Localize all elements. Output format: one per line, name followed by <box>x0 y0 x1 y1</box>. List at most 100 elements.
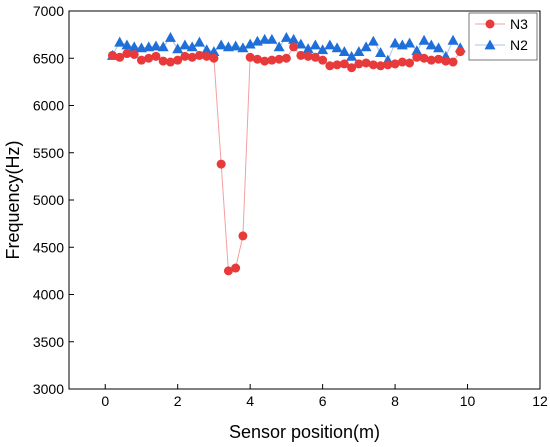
data-point <box>289 42 299 52</box>
data-point <box>418 34 430 45</box>
y-tick-label: 3000 <box>33 381 64 397</box>
x-tick-label: 6 <box>319 393 327 409</box>
data-point <box>405 58 415 68</box>
data-point <box>368 60 378 70</box>
data-point <box>180 51 190 61</box>
y-tick-label: 5000 <box>33 192 64 208</box>
data-point <box>215 39 227 50</box>
x-tick-label: 10 <box>460 393 476 409</box>
data-point <box>245 52 255 62</box>
data-point <box>411 45 423 56</box>
data-point <box>280 31 292 42</box>
data-point <box>310 52 320 62</box>
y-tick-label: 6000 <box>33 98 64 114</box>
data-point <box>230 40 242 51</box>
data-point <box>157 41 169 52</box>
legend-label: N3 <box>510 16 528 32</box>
x-tick-label: 12 <box>532 393 548 409</box>
data-point <box>376 61 386 71</box>
data-point <box>447 34 459 45</box>
data-point <box>281 53 291 63</box>
series-n3 <box>107 42 465 276</box>
data-point <box>353 46 365 57</box>
data-point <box>173 55 183 65</box>
data-point <box>455 47 465 57</box>
data-point <box>216 159 226 169</box>
data-point <box>433 42 445 53</box>
data-point <box>107 50 117 60</box>
y-tick-label: 4000 <box>33 287 64 303</box>
data-point <box>238 231 248 241</box>
legend-box <box>468 12 538 61</box>
plot-area <box>68 10 541 390</box>
y-axis-title: Frequency(Hz) <box>3 140 23 259</box>
data-point <box>202 51 212 61</box>
data-point <box>201 44 213 55</box>
data-point <box>441 56 451 66</box>
x-tick-label: 2 <box>174 393 182 409</box>
data-point <box>346 50 358 61</box>
data-point <box>347 63 357 73</box>
y-tick-label: 4500 <box>33 239 64 255</box>
x-tick-label: 4 <box>246 393 254 409</box>
data-point <box>309 39 321 50</box>
y-tick-label: 3500 <box>33 334 64 350</box>
data-point <box>193 36 205 47</box>
data-point <box>325 61 335 71</box>
data-point <box>317 44 329 55</box>
data-point <box>302 43 314 54</box>
x-tick-label: 8 <box>391 393 399 409</box>
data-point <box>144 53 154 63</box>
data-point <box>194 50 204 60</box>
data-point <box>187 52 197 62</box>
data-point <box>288 33 300 44</box>
data-point <box>404 37 416 48</box>
data-point <box>303 51 313 61</box>
data-point <box>259 33 271 44</box>
y-tick-label: 6500 <box>33 50 64 66</box>
data-point <box>158 56 168 66</box>
data-point <box>121 39 133 50</box>
data-point <box>448 57 458 67</box>
data-point <box>425 39 437 50</box>
data-point <box>164 31 176 42</box>
legend-label: N2 <box>510 37 528 53</box>
data-point <box>360 41 372 52</box>
data-point <box>231 263 241 273</box>
data-point <box>115 52 125 62</box>
legend-marker <box>485 19 495 29</box>
data-point <box>375 47 387 57</box>
y-tick-label: 5500 <box>33 145 64 161</box>
y-tick-label: 7000 <box>33 3 64 19</box>
data-point <box>128 41 140 52</box>
data-point <box>318 55 328 65</box>
data-point <box>252 54 262 64</box>
data-point <box>361 58 371 68</box>
data-point <box>267 55 277 65</box>
data-point <box>179 39 191 50</box>
data-point <box>114 36 126 47</box>
data-point <box>122 49 132 59</box>
data-point <box>223 266 233 276</box>
data-point <box>331 42 343 53</box>
data-point <box>136 55 146 65</box>
data-point <box>390 59 400 69</box>
data-point <box>295 38 307 49</box>
data-point <box>237 42 249 53</box>
data-point <box>260 56 270 66</box>
data-point <box>208 46 220 57</box>
data-point <box>338 46 350 57</box>
x-tick-label: 0 <box>101 393 109 409</box>
data-point <box>273 41 285 52</box>
data-point <box>129 49 139 59</box>
data-point <box>426 55 436 65</box>
data-point <box>419 53 429 63</box>
data-point <box>367 35 379 46</box>
data-point <box>150 40 162 51</box>
data-point <box>332 60 342 70</box>
data-point <box>324 39 336 50</box>
